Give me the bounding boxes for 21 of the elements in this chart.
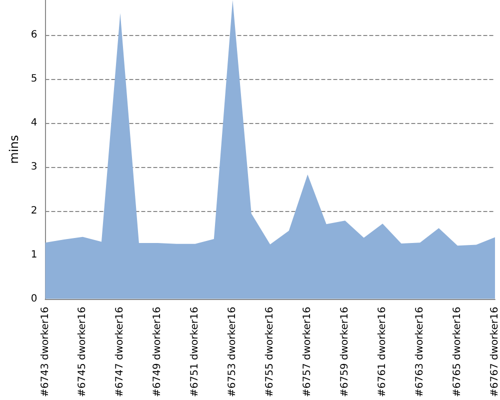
x-tick-label: #6743 dworker16 <box>40 306 51 397</box>
x-tick-label: #6749 dworker16 <box>152 306 164 397</box>
y-tick-label: 4 <box>30 118 38 129</box>
x-tick-label: #6757 dworker16 <box>302 306 314 397</box>
x-tick-label: #6747 dworker16 <box>114 306 126 397</box>
y-tick-label: 6 <box>30 30 38 41</box>
x-tick-label: #6759 dworker16 <box>340 306 351 397</box>
y-tick-label: 5 <box>30 74 38 85</box>
y-axis-title: mins <box>7 134 21 164</box>
x-tick-label: #6751 dworker16 <box>190 306 201 397</box>
x-tick-label: #6763 dworker16 <box>414 306 426 397</box>
x-tick-label: #6761 dworker16 <box>377 306 388 397</box>
y-tick-label: 3 <box>30 161 38 172</box>
x-tick-label: #6765 dworker16 <box>452 306 464 397</box>
x-tick-label: #6745 dworker16 <box>77 306 88 397</box>
y-tick-label: 2 <box>30 205 38 216</box>
y-tick-label: 0 <box>30 293 38 304</box>
x-tick-label: #6755 dworker16 <box>264 306 276 397</box>
y-tick-label: 1 <box>30 249 38 260</box>
x-tick-label: #6767 dworker16 <box>490 306 500 397</box>
x-tick-label: #6753 dworker16 <box>227 306 238 397</box>
